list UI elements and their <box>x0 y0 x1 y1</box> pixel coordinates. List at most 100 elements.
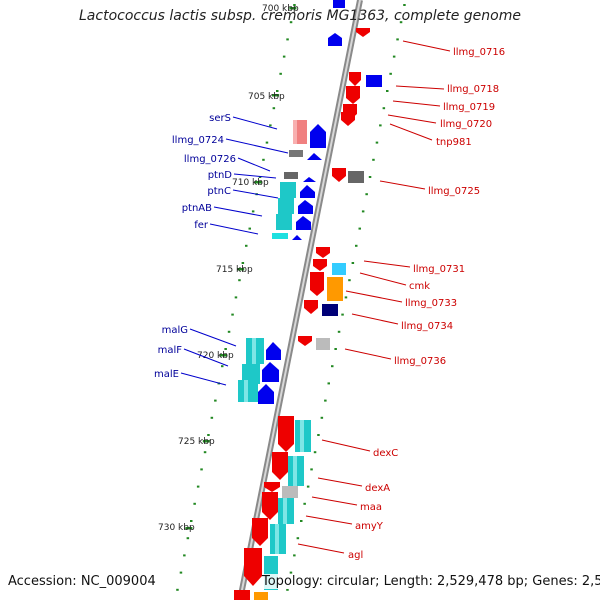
tick-dot <box>392 55 396 58</box>
gene-label-agl[interactable]: agl <box>348 550 363 561</box>
tick-dot <box>296 537 300 540</box>
gene-arrow[interactable] <box>262 362 279 382</box>
gene-label-llmg-0736[interactable]: llmg_0736 <box>394 356 446 367</box>
gene-label-cmk[interactable]: cmk <box>409 281 430 292</box>
accession-text: Accession: NC_009004 <box>8 574 156 589</box>
gene-arrow[interactable] <box>234 590 250 600</box>
gene-arrow[interactable] <box>304 300 318 314</box>
gene-arrow[interactable] <box>272 233 288 239</box>
gene-arrow[interactable] <box>282 486 298 498</box>
gene-arrow[interactable] <box>349 72 361 86</box>
gene-arrow[interactable] <box>289 150 303 157</box>
gene-arrow[interactable] <box>346 86 360 104</box>
gene-label-llmg-0733[interactable]: llmg_0733 <box>405 298 457 309</box>
gene-arrow[interactable] <box>280 182 296 198</box>
gene-arrow[interactable] <box>258 384 274 404</box>
gene-arrow[interactable] <box>332 263 346 275</box>
gene-label-llmg-0718[interactable]: llmg_0718 <box>447 84 499 95</box>
tick-dot <box>179 571 183 574</box>
tick-dot <box>331 365 334 368</box>
gene-arrow[interactable] <box>275 524 279 554</box>
gene-arrow[interactable] <box>310 124 326 148</box>
gene-arrow[interactable] <box>341 112 355 126</box>
gene-arrow[interactable] <box>348 171 364 183</box>
gene-arrow[interactable] <box>310 272 324 296</box>
gene-arrow[interactable] <box>244 380 248 402</box>
gene-arrow[interactable] <box>300 420 304 452</box>
tick-dot <box>207 434 210 436</box>
gene-arrow[interactable] <box>242 364 260 384</box>
gene-arrow[interactable] <box>293 456 297 486</box>
gene-arrow[interactable] <box>284 172 298 179</box>
gene-label-llmg-0725[interactable]: llmg_0725 <box>428 186 480 197</box>
gene-label-malf[interactable]: malF <box>158 345 183 356</box>
tick-dot <box>183 554 186 557</box>
major-tick <box>202 440 210 443</box>
gene-arrow[interactable] <box>244 548 262 586</box>
gene-arrow[interactable] <box>307 153 322 160</box>
tick-dot <box>403 4 406 6</box>
gene-label-fer[interactable]: fer <box>194 220 209 231</box>
gene-arrow[interactable] <box>316 247 330 258</box>
gene-label-llmg-0716[interactable]: llmg_0716 <box>453 47 505 58</box>
ruler-label: 710 kbp <box>232 178 269 188</box>
gene-arrow[interactable] <box>332 168 346 182</box>
gene-arrow[interactable] <box>278 416 294 452</box>
gene-arrow[interactable] <box>356 28 370 37</box>
tick-dot <box>248 227 251 230</box>
gene-label-llmg-0726[interactable]: llmg_0726 <box>184 154 236 165</box>
major-tick <box>237 268 245 271</box>
gene-label-male[interactable]: malE <box>154 369 179 380</box>
gene-label-llmg-0719[interactable]: llmg_0719 <box>443 102 495 113</box>
gene-arrow[interactable] <box>264 482 280 492</box>
gene-label-malg[interactable]: malG <box>162 325 188 336</box>
gene-arrow[interactable] <box>272 452 288 480</box>
gene-arrow[interactable] <box>333 0 345 8</box>
gene-arrow[interactable] <box>254 592 268 600</box>
gene-arrow[interactable] <box>313 259 327 271</box>
gene-arrow[interactable] <box>252 338 256 364</box>
gene-arrow[interactable] <box>262 492 278 520</box>
gene-arrow[interactable] <box>366 75 382 87</box>
gene-arrow[interactable] <box>328 33 342 46</box>
gene-arrow[interactable] <box>278 198 294 214</box>
gene-label-ptnd[interactable]: ptnD <box>208 170 233 181</box>
gene-label-tnp981[interactable]: tnp981 <box>436 137 472 148</box>
gene-label-llmg-0724[interactable]: llmg_0724 <box>172 135 224 146</box>
tick-dot <box>310 468 313 471</box>
tick-dot <box>221 365 224 368</box>
gene-arrow[interactable] <box>276 214 292 230</box>
tick-dot <box>341 313 344 316</box>
tick-dot <box>320 416 324 419</box>
gene-arrow[interactable] <box>292 235 302 240</box>
gene-arrow[interactable] <box>327 277 343 301</box>
tick-dot <box>196 485 200 488</box>
gene-label-dexc[interactable]: dexC <box>373 448 398 459</box>
gene-label-amyy[interactable]: amyY <box>355 521 384 532</box>
gene-label-llmg-0720[interactable]: llmg_0720 <box>440 119 492 130</box>
gene-arrow[interactable] <box>316 338 330 350</box>
gene-arrow[interactable] <box>300 185 315 198</box>
tick-dot <box>344 296 348 299</box>
gene-arrow[interactable] <box>283 498 287 524</box>
gene-label-sers[interactable]: serS <box>209 113 231 124</box>
gene-label-ptnc[interactable]: ptnC <box>207 186 231 197</box>
gene-arrow[interactable] <box>298 200 313 214</box>
tick-dot <box>279 72 282 75</box>
gene-label-ptnab[interactable]: ptnAB <box>182 203 212 214</box>
ruler-labels: 700 kbp 705 kbp 710 kbp 715 kbp 720 kbp … <box>158 4 299 533</box>
tick-dot <box>234 296 238 299</box>
gene-arrow[interactable] <box>296 216 311 230</box>
gene-arrow[interactable] <box>266 342 281 360</box>
tick-dot <box>355 244 358 247</box>
gene-label-maa[interactable]: maa <box>360 502 382 513</box>
gene-arrow[interactable] <box>252 518 268 546</box>
gene-label-llmg-0734[interactable]: llmg_0734 <box>401 321 453 332</box>
gene-label-dexa[interactable]: dexA <box>365 483 390 494</box>
gene-arrow[interactable] <box>322 304 338 316</box>
gene-arrow[interactable] <box>293 120 297 144</box>
gene-arrow[interactable] <box>303 177 316 182</box>
gene-arrow[interactable] <box>298 336 312 346</box>
gene-label-llmg-0731[interactable]: llmg_0731 <box>413 264 465 275</box>
